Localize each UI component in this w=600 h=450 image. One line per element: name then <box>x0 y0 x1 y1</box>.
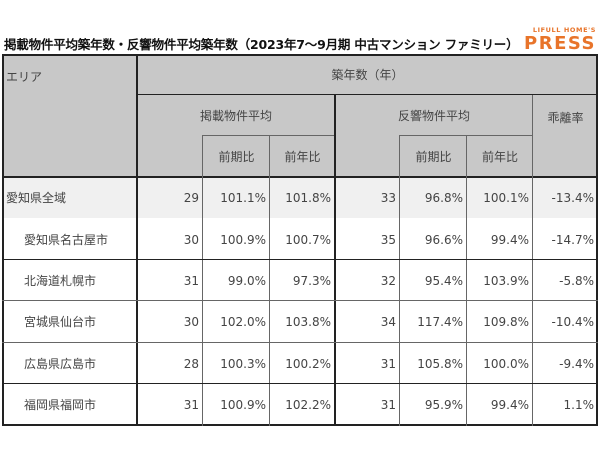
header-listed-avg: 掲載物件平均 <box>137 95 335 136</box>
brand-logo: LIFULL HOME'S PRESS <box>524 27 596 53</box>
cell-responded-yoy: 100.1% <box>467 177 533 218</box>
border-r3 <box>2 300 598 301</box>
cell-divergence: -14.7% <box>551 232 594 247</box>
border-top <box>2 54 598 56</box>
header-responded-blank <box>335 136 400 177</box>
border-r5 <box>2 383 598 384</box>
cell-responded: 31 <box>380 397 396 412</box>
cell-listed-qoq: 99.0% <box>227 273 266 288</box>
cell-listed: 30 <box>183 232 199 247</box>
cell-divergence: 1.1% <box>563 397 595 412</box>
page-title: 掲載物件平均築年数・反響物件平均築年数（2023年7〜9月期 中古マンション フ… <box>4 37 519 52</box>
cell-listed: 28 <box>183 356 199 371</box>
cell-responded-yoy: 100.0% <box>483 356 529 371</box>
border-r2 <box>2 259 598 260</box>
cell-responded-qoq: 117.4% <box>417 314 463 329</box>
header-responded-qoq: 前期比 <box>400 136 467 177</box>
cell-responded: 35 <box>380 232 396 247</box>
cell-responded-qoq: 105.8% <box>417 356 463 371</box>
cell-listed-yoy: 103.8% <box>285 314 331 329</box>
header-listed-blank <box>137 136 203 177</box>
cell-listed-yoy: 97.3% <box>292 273 331 288</box>
cell-divergence: -10.4% <box>551 314 594 329</box>
border-h1 <box>137 94 598 95</box>
header-listed-yoy: 前年比 <box>270 136 335 177</box>
header-responded-avg: 反響物件平均 <box>335 95 533 136</box>
cell-listed: 29 <box>137 177 203 218</box>
cell-listed: 31 <box>183 397 199 412</box>
row-area-label: 福岡県福岡市 <box>24 398 97 412</box>
row-area-label: 広島県広島市 <box>24 357 97 371</box>
cell-divergence: -13.4% <box>533 177 598 218</box>
cell-listed-yoy: 102.2% <box>285 397 331 412</box>
cell-responded-qoq: 95.4% <box>424 273 463 288</box>
data-table: エリア 築年数（年） 掲載物件平均 反響物件平均 乖離率 前期比 前年比 前期比… <box>2 54 598 426</box>
cell-responded-yoy: 109.8% <box>483 314 529 329</box>
cell-listed-yoy: 101.8% <box>270 177 335 218</box>
cell-divergence: -5.8% <box>559 273 594 288</box>
cell-listed-yoy: 100.7% <box>285 232 331 247</box>
cell-listed-qoq: 100.9% <box>220 232 266 247</box>
cell-responded-qoq: 95.9% <box>424 397 463 412</box>
header-listed-qoq: 前期比 <box>203 136 270 177</box>
cell-responded-yoy: 99.4% <box>490 397 529 412</box>
logo-subtitle: LIFULL HOME'S <box>532 26 596 34</box>
border-v6 <box>532 95 533 426</box>
row-area-label: 北海道札幌市 <box>24 274 97 288</box>
cell-responded-qoq: 96.8% <box>400 177 467 218</box>
header-area: エリア <box>2 54 137 177</box>
cell-listed-qoq: 100.9% <box>220 397 266 412</box>
cell-responded: 31 <box>380 356 396 371</box>
cell-listed-qoq: 101.1% <box>203 177 270 218</box>
border-right <box>596 54 598 426</box>
border-v3 <box>334 95 336 426</box>
border-area <box>136 54 138 426</box>
border-v1 <box>202 135 203 426</box>
border-header-bottom <box>2 176 598 178</box>
cell-responded: 34 <box>380 314 396 329</box>
row-area-label: 愛知県名古屋市 <box>24 233 109 247</box>
cell-responded: 33 <box>335 177 400 218</box>
border-left <box>2 54 4 426</box>
border-v5 <box>466 135 467 426</box>
header-divergence: 乖離率 <box>533 95 598 177</box>
cell-listed-qoq: 100.3% <box>220 356 266 371</box>
cell-divergence: -9.4% <box>559 356 594 371</box>
header-group-age: 築年数（年） <box>137 54 598 95</box>
logo-wordmark: PRESS <box>524 32 596 54</box>
cell-listed-qoq: 102.0% <box>220 314 266 329</box>
cell-responded-yoy: 99.4% <box>490 232 529 247</box>
border-r4 <box>2 342 598 343</box>
cell-responded-yoy: 103.9% <box>483 273 529 288</box>
border-bottom <box>2 424 598 426</box>
header-responded-yoy: 前年比 <box>467 136 533 177</box>
row-area-label: 宮城県仙台市 <box>24 315 97 329</box>
cell-responded: 32 <box>380 273 396 288</box>
border-v2 <box>269 135 270 426</box>
cell-listed: 31 <box>183 273 199 288</box>
row-area-label: 愛知県全域 <box>2 177 137 218</box>
cell-responded-qoq: 96.6% <box>424 232 463 247</box>
cell-listed: 30 <box>183 314 199 329</box>
border-v4 <box>399 135 400 426</box>
cell-listed-yoy: 100.2% <box>285 356 331 371</box>
